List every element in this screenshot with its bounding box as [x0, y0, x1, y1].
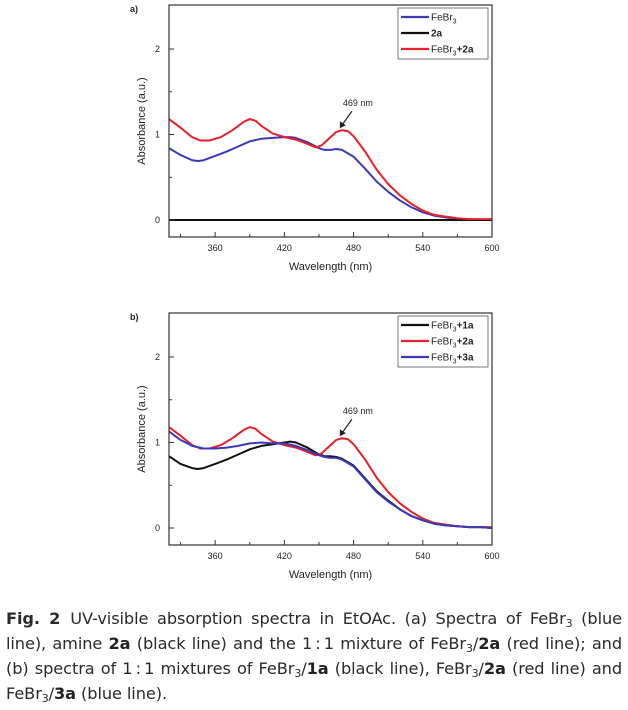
y-tick-label: 2 [155, 44, 160, 54]
legend-entry-name: FeBr [431, 337, 453, 348]
legend-entry-compound: 2a [431, 29, 443, 40]
caption-text: UV-visible absorption spectra in EtOAc. … [6, 609, 623, 705]
y-axis-label: Absorbance (a.u.) [136, 385, 148, 472]
series-line-febr3-plus-1a [169, 440, 492, 529]
annotation-arrowhead [339, 429, 346, 437]
caption-compound: 2a [108, 634, 131, 653]
y-tick-label: 1 [155, 130, 160, 140]
panel-label: b) [130, 312, 139, 322]
caption-segment: / [301, 659, 307, 678]
caption-compound: 2a [483, 659, 506, 678]
x-axis-label: Wavelength (nm) [289, 261, 372, 273]
x-tick-label: 360 [208, 243, 223, 253]
caption-segment: (blue line). [76, 684, 167, 703]
chart-panel-b: b) 360 420 480 540 600 0 1 2 Wavelength (nm) Absor… [130, 312, 500, 581]
y-tick-label: 0 [155, 523, 160, 533]
figure-charts: a) 360 420 480 540 600 0 1 2 Wavelength (nm) Absor… [130, 4, 500, 581]
caption-segment: (blue line), amine [6, 609, 622, 653]
caption-subscript: 3 [565, 617, 573, 630]
caption-segment: / [478, 659, 484, 678]
caption-subscript: 3 [471, 667, 479, 680]
legend-entry: FeBr3+2a [431, 337, 474, 350]
x-tick-label: 480 [346, 243, 361, 253]
legend-entry: 2a [431, 29, 443, 40]
legend-entry: FeBr3+2a [431, 45, 474, 58]
x-tick-label: 360 [208, 551, 223, 561]
x-tick-label: 420 [277, 551, 292, 561]
legend-entry-name: FeBr [431, 13, 453, 24]
plot-frame [168, 4, 493, 238]
series-line-febr3-plus-3a [169, 430, 492, 529]
legend-entry-compound: +3a [457, 353, 474, 364]
legend-entry: FeBr3+1a [431, 321, 474, 334]
legend-entry-name: FeBr [431, 321, 453, 332]
series-line-febr3-plus-2a [169, 426, 492, 529]
y-tick-label: 1 [155, 438, 160, 448]
caption-subscript: 3 [294, 667, 302, 680]
caption-compound: 1a [306, 659, 329, 678]
annotation-arrowhead [339, 121, 346, 129]
legend-entry-compound: +1a [457, 321, 474, 332]
legend-entry-name: FeBr [431, 353, 453, 364]
legend-entry-name: FeBr [431, 45, 453, 56]
legend-entry-subscript: 3 [453, 359, 457, 366]
x-tick-label: 540 [415, 243, 430, 253]
legend-entry-subscript: 3 [453, 51, 457, 58]
caption-compound: 3a [54, 684, 77, 703]
caption-segment: (black line) and the 1 : 1 mixture of Fe… [130, 634, 466, 653]
y-tick-label: 0 [155, 215, 160, 225]
plot-frame [168, 312, 493, 546]
annotation-arrow-shaft [341, 110, 353, 126]
legend-entry: FeBr3 [431, 13, 457, 26]
legend-entry-subscript: 3 [453, 19, 457, 26]
x-axis-label: Wavelength (nm) [289, 569, 372, 581]
x-tick-label: 480 [346, 551, 361, 561]
annotation-label: 469 nm [343, 406, 373, 416]
y-tick-label: 2 [155, 352, 160, 362]
annotation-label: 469 nm [343, 98, 373, 108]
legend-entry-subscript: 3 [453, 343, 457, 350]
annotation-arrow-shaft [341, 418, 353, 434]
figure-label: Fig. 2 [6, 609, 61, 628]
caption-segment: (red line); and (b) spectra of 1 : 1 mix… [6, 634, 623, 678]
panel-label: a) [130, 4, 138, 14]
series-line-febr3 [169, 136, 492, 221]
legend-entry-subscript: 3 [453, 327, 457, 334]
y-axis-label: Absorbance (a.u.) [136, 77, 148, 164]
caption-segment: UV-visible absorption spectra in EtOAc. … [70, 609, 566, 628]
caption-segment: (black line), FeBr [328, 659, 472, 678]
caption-segment: / [48, 684, 55, 703]
legend-entry-compound: +2a [457, 337, 474, 348]
x-tick-label: 540 [415, 551, 430, 561]
caption-compound: 2a [478, 634, 501, 653]
legend-entry-compound: +2a [457, 45, 474, 56]
caption-segment: / [472, 634, 479, 653]
chart-panel-a: a) 360 420 480 540 600 0 1 2 Wavelength (nm) Absor… [130, 4, 500, 273]
series-line-febr3-plus-2a [169, 118, 492, 221]
caption-subscript: 3 [465, 642, 473, 655]
legend-entry: FeBr3+3a [431, 353, 474, 366]
figure-caption: Fig. 2 UV-visible absorption spectra in E… [6, 606, 622, 706]
x-tick-label: 600 [484, 551, 499, 561]
x-tick-label: 420 [277, 243, 292, 253]
caption-segment: (red line) and FeBr [6, 659, 622, 703]
caption-subscript: 3 [41, 692, 49, 705]
x-tick-label: 600 [484, 243, 499, 253]
